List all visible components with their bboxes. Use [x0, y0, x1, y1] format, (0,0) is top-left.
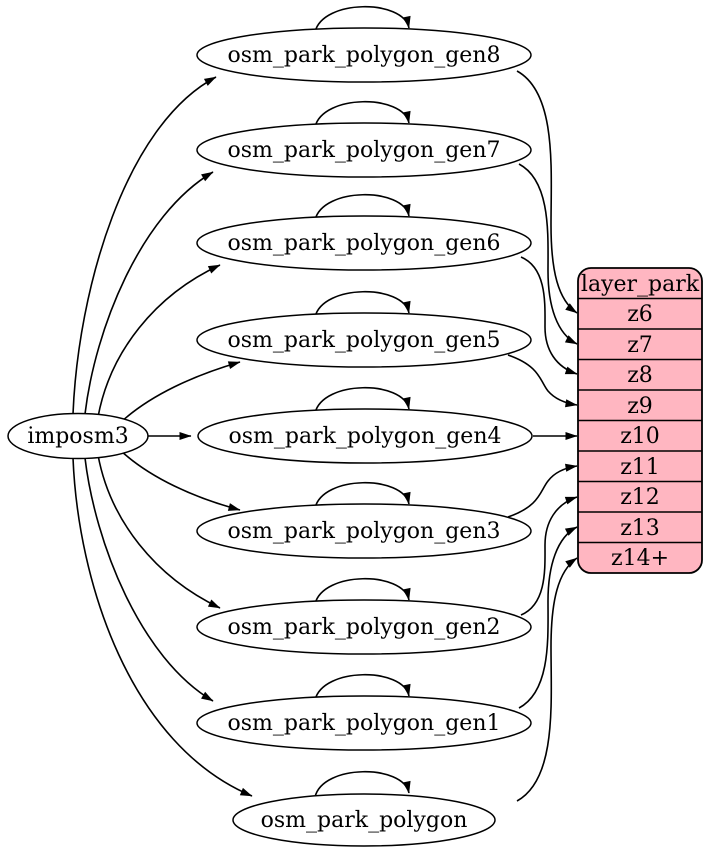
gen8-ellipse: [196, 27, 532, 83]
edge-gen2-to-z12: [520, 496, 578, 616]
table-row-label-z9: z9: [627, 394, 653, 419]
self-loop-osm-park-polygon: [314, 770, 411, 798]
self-loop-gen4: [314, 386, 411, 414]
node-osm-park-polygon-gen1: osm_park_polygon_gen1: [196, 695, 532, 751]
gen6-label: osm_park_polygon_gen6: [227, 231, 500, 256]
node-imposm3: imposm3: [7, 412, 149, 460]
table-row-label-z8: z8: [627, 363, 653, 388]
gen1-ellipse: [196, 695, 532, 751]
node-osm-park-polygon-gen2: osm_park_polygon_gen2: [196, 599, 532, 655]
node-osm-park-polygon-gen6: osm_park_polygon_gen6: [196, 215, 532, 271]
edges-to-layer-rows: [507, 70, 578, 802]
edge-imposm3-to-gen8: [72, 76, 217, 415]
gen4-label: osm_park_polygon_gen4: [228, 424, 501, 449]
gen2-ellipse: [196, 599, 532, 655]
node-osm-park-polygon: osm_park_polygon: [232, 793, 496, 847]
table-row-label-z12: z12: [620, 485, 660, 510]
edge-imposm3-to-gen3: [119, 449, 241, 511]
edge-gen1-to-z13: [518, 526, 578, 709]
edge-gen5-to-z9: [507, 354, 578, 408]
edge-imposm3-to-gen6: [97, 264, 221, 418]
imposm3-label: imposm3: [27, 424, 128, 449]
edge-osm-park-polygon-to-z14: [516, 557, 578, 802]
gen3-label: osm_park_polygon_gen3: [227, 519, 500, 544]
edge-gen7-to-z7: [518, 163, 578, 345]
edge-gen6-to-z8: [520, 256, 578, 375]
layer-park-title: layer_park: [581, 272, 700, 297]
gen7-label: osm_park_polygon_gen7: [227, 138, 500, 163]
edges-from-imposm3: [72, 76, 253, 797]
gen2-label: osm_park_polygon_gen2: [227, 615, 500, 640]
self-loop-gen1: [314, 673, 411, 701]
table-row-label-z10: z10: [620, 424, 660, 449]
edge-gen8-to-z6: [516, 70, 578, 314]
node-osm-park-polygon-gen8: osm_park_polygon_gen8: [196, 27, 532, 83]
self-loop-edges: [314, 5, 411, 798]
gen7-ellipse: [196, 122, 532, 178]
gen5-label: osm_park_polygon_gen5: [227, 328, 500, 353]
osm-park-polygon-label: osm_park_polygon: [261, 808, 468, 833]
self-loop-gen6: [314, 193, 411, 221]
gen4-ellipse: [197, 408, 533, 464]
gen3-ellipse: [196, 503, 532, 559]
edge-gen3-to-z11: [507, 463, 578, 518]
edge-imposm3-to-gen2: [97, 454, 221, 609]
layer-park-table: layer_park z6 z7 z8 z9 z10 z11 z12 z13 z…: [577, 267, 703, 574]
node-osm-park-polygon-gen7: osm_park_polygon_gen7: [196, 122, 532, 178]
gen6-ellipse: [196, 215, 532, 271]
edge-imposm3-to-gen5: [119, 361, 241, 424]
self-loop-gen8: [314, 5, 411, 33]
edge-imposm3-to-osm-park-polygon: [72, 457, 253, 797]
gen1-label: osm_park_polygon_gen1: [227, 711, 500, 736]
self-loop-gen5: [314, 290, 411, 318]
table-row-label-z11: z11: [620, 455, 660, 480]
gen8-label: osm_park_polygon_gen8: [227, 43, 500, 68]
edge-imposm3-to-gen7: [84, 171, 214, 415]
osm-park-polygon-ellipse: [232, 793, 496, 847]
table-row-label-z7: z7: [627, 333, 653, 358]
table-row-label-z13: z13: [620, 516, 660, 541]
self-loop-gen3: [314, 481, 411, 509]
table-row-label-z6: z6: [627, 302, 653, 327]
self-loop-gen7: [314, 100, 411, 128]
node-osm-park-polygon-gen4: osm_park_polygon_gen4: [197, 408, 533, 464]
edge-imposm3-to-gen1: [84, 457, 214, 702]
self-loop-gen2: [314, 577, 411, 605]
node-osm-park-polygon-gen5: osm_park_polygon_gen5: [196, 312, 532, 368]
node-osm-park-polygon-gen3: osm_park_polygon_gen3: [196, 503, 532, 559]
imposm3-ellipse: [7, 412, 149, 460]
gen5-ellipse: [196, 312, 532, 368]
table-row-label-z14: z14+: [611, 546, 669, 571]
